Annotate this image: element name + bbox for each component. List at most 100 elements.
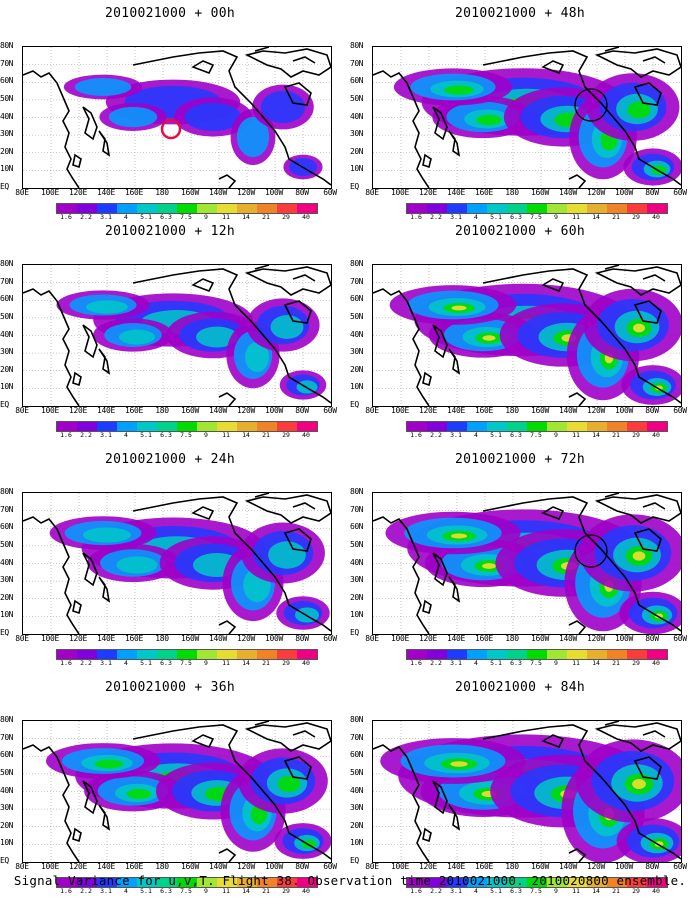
colorbar-level-label: 9 <box>204 887 208 895</box>
longitude-label: 120W <box>236 634 256 643</box>
longitude-label: 140W <box>208 634 228 643</box>
colorbar-level-label: 14 <box>242 431 250 439</box>
colorbar-level-label: 3.1 <box>100 431 112 439</box>
panel-title: 2010021000 + 60h <box>454 224 586 239</box>
coastline <box>373 288 430 406</box>
coastline <box>448 130 461 157</box>
colorbar-level-label: 21 <box>612 887 620 895</box>
colorbar-swatch <box>77 878 97 887</box>
longitude-label: 100W <box>614 188 634 197</box>
coastline <box>633 300 662 324</box>
colorbar-level-label: 29 <box>632 213 640 221</box>
coastline <box>132 496 331 632</box>
variance-contour <box>632 779 646 789</box>
coastline <box>568 848 587 862</box>
colorbar-level-label: 2.2 <box>80 213 92 221</box>
latitude-label: 50N <box>350 93 363 103</box>
longitude-label: 160W <box>530 406 550 415</box>
longitude-label: 80E <box>365 188 379 197</box>
coastline <box>482 496 681 632</box>
colorbar-swatch <box>527 204 547 213</box>
colorbar-swatch <box>467 878 487 887</box>
longitude-label: 160E <box>124 862 144 871</box>
coastline <box>218 848 237 862</box>
longitude-label: 60W <box>323 862 337 871</box>
colorbar-level-label: 4 <box>124 431 128 439</box>
colorbar-level-label: 6.3 <box>510 887 522 895</box>
latitude-label: EQ <box>350 182 359 191</box>
colorbar-swatch <box>257 422 277 431</box>
latitude-label: 30N <box>350 347 363 357</box>
variance-contour <box>94 759 124 769</box>
colorbar-level-label: 4 <box>124 213 128 221</box>
longitude-label: 160W <box>180 188 200 197</box>
colorbar-swatch <box>257 878 277 887</box>
longitude-label: 80E <box>15 406 29 415</box>
longitude-label: 120W <box>236 188 256 197</box>
colorbar-level-label: 11 <box>572 887 580 895</box>
latitude-label: 20N <box>350 592 363 602</box>
colorbar-level-label: 40 <box>652 887 660 895</box>
variance-contour <box>451 305 467 311</box>
colorbar-swatch <box>177 422 197 431</box>
colorbar-level-label: 21 <box>612 431 620 439</box>
coastline <box>218 174 237 188</box>
colorbar-level-label: 7.5 <box>180 431 192 439</box>
coastline <box>283 756 312 780</box>
coastline <box>568 392 587 406</box>
colorbar-swatch <box>217 204 237 213</box>
variance-contour <box>277 775 301 793</box>
colorbar-swatch <box>547 422 567 431</box>
colorbar-level-label: 5.1 <box>490 659 502 667</box>
colorbar-level-label: 6.3 <box>160 431 172 439</box>
latitude-label: 80N <box>0 259 13 268</box>
colorbar-level-label: 4 <box>474 431 478 439</box>
variance-contour <box>108 106 158 128</box>
colorbar-level-label: 40 <box>302 659 310 667</box>
figure-caption: Signal Variance for u,v,T. Flight 38. Ob… <box>13 873 687 888</box>
colorbar-level-label: 7.5 <box>180 659 192 667</box>
colorbar-level-label: 5.1 <box>140 887 152 895</box>
colorbar-level-label: 7.5 <box>530 659 542 667</box>
colorbar-swatch <box>627 878 647 887</box>
latitude-label: 10N <box>350 164 363 174</box>
variance-contour <box>450 761 468 767</box>
longitude-label: 80E <box>15 862 29 871</box>
longitude-label: 80W <box>295 406 309 415</box>
latitude-label: 30N <box>350 129 363 139</box>
colorbar-level-label: 14 <box>592 431 600 439</box>
colorbar-level-label: 3.1 <box>100 659 112 667</box>
map-svg <box>23 721 331 862</box>
colorbar-swatch <box>587 878 607 887</box>
coastline <box>432 106 448 141</box>
coastline <box>191 506 215 521</box>
variance-contour <box>633 323 645 333</box>
coastline <box>72 599 82 615</box>
coastline <box>98 348 111 375</box>
latitude-label: 80N <box>0 715 13 724</box>
longitude-label: 120E <box>418 634 438 643</box>
longitude-label: 160E <box>474 862 494 871</box>
longitude-label: 100W <box>264 188 284 197</box>
colorbar-swatch <box>447 422 467 431</box>
latitude-label: 20N <box>350 820 363 830</box>
colorbar-swatch <box>217 878 237 887</box>
longitude-label: 140E <box>446 188 466 197</box>
colorbar-swatch <box>97 422 117 431</box>
colorbar <box>56 649 318 660</box>
colorbar-level-label: 9 <box>204 659 208 667</box>
longitude-label: 100W <box>264 634 284 643</box>
latitude-label: 70N <box>350 504 363 514</box>
colorbar-level-label: 11 <box>222 213 230 221</box>
colorbar-level-label: 11 <box>222 887 230 895</box>
latitude-label: 10N <box>350 610 363 620</box>
longitude-label: 60W <box>673 862 687 871</box>
latitude-label: 70N <box>0 58 13 68</box>
panel-title: 2010021000 + 12h <box>104 224 236 239</box>
variance-contour <box>184 102 242 132</box>
colorbar-swatch <box>607 878 627 887</box>
variance-contour <box>74 78 132 96</box>
colorbar-level-label: 1.6 <box>60 887 72 895</box>
longitude-label: 160W <box>180 406 200 415</box>
colorbar-swatch <box>627 422 647 431</box>
